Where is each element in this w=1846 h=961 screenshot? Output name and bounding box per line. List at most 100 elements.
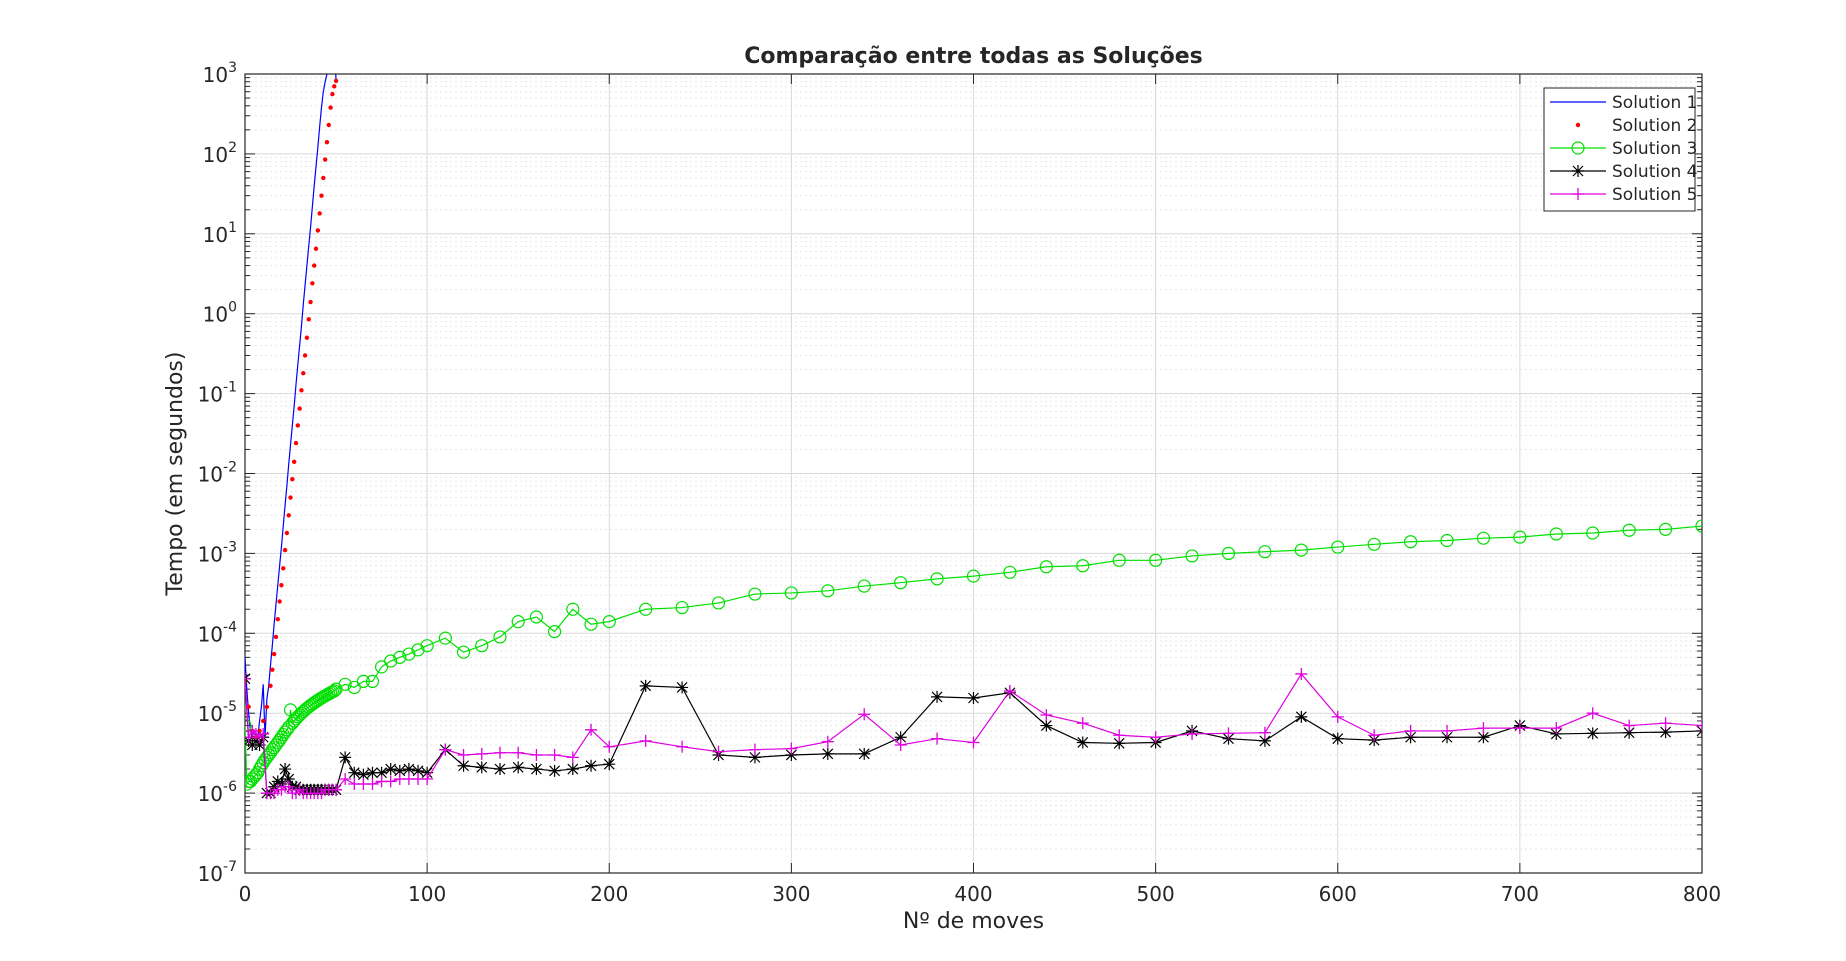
solution-3-point <box>748 587 762 601</box>
solution-3-point <box>1549 527 1563 541</box>
solution-4-point <box>603 758 616 771</box>
axis-ticks <box>244 73 1703 874</box>
solution-5-point <box>421 773 434 786</box>
solution-3-point <box>1258 545 1272 559</box>
legend-marker-sample <box>1572 165 1584 177</box>
solution-3-point <box>857 579 871 593</box>
solution-4-point <box>967 691 980 704</box>
solution-3-point <box>966 569 981 583</box>
solution-2-point <box>328 105 333 110</box>
legend-entry-solution-3: Solution 3 <box>1550 139 1697 159</box>
legend-entry-solution-1: Solution 1 <box>1550 93 1697 113</box>
y-tick-label: 10-6 <box>198 779 238 806</box>
x-tick-label: 800 <box>1683 882 1721 906</box>
legend-entry-solution-5: Solution 5 <box>1550 185 1697 205</box>
solution-2-point <box>322 157 328 162</box>
solution-3-point <box>675 600 689 615</box>
solution-3-point <box>1658 522 1673 536</box>
solution-3-point <box>821 584 835 598</box>
solution-5-point <box>245 731 255 744</box>
solution-4-point <box>931 690 944 703</box>
solution-2-point <box>299 388 304 393</box>
y-tick-label: 10-1 <box>198 380 237 407</box>
solution-2-point <box>290 476 295 482</box>
solution-3-point <box>529 610 544 624</box>
solution-5-point <box>548 748 561 761</box>
legend-marker-sample <box>1571 141 1585 155</box>
solution-4-point <box>1040 719 1053 732</box>
solution-2-point <box>264 704 270 710</box>
solution-3-point <box>475 639 489 653</box>
solution-3-point <box>1403 535 1418 549</box>
solution-3-point <box>327 684 341 698</box>
solution-2-point <box>286 513 291 518</box>
solution-3-point <box>356 674 370 689</box>
solution-4-point <box>1586 727 1599 740</box>
solution-5-point <box>1441 724 1454 737</box>
solution-5-point <box>585 723 598 736</box>
solution-1-line <box>245 74 337 740</box>
y-tick-label: 102 <box>203 140 237 167</box>
solution-5-point <box>821 735 834 748</box>
solution-3-point <box>711 596 726 610</box>
solution-3-point <box>1076 559 1090 573</box>
solution-5-point <box>1696 719 1702 732</box>
solution-4-point <box>412 764 425 777</box>
solution-4-point <box>271 775 284 788</box>
solution-4-point <box>348 766 361 779</box>
solution-4-point <box>585 759 598 772</box>
solution-2-point <box>291 459 297 465</box>
solution-2-point <box>308 299 313 305</box>
solution-3-point <box>511 615 525 629</box>
solution-2-point <box>284 530 290 536</box>
solution-2-point <box>304 335 310 340</box>
chart-title: Comparação entre todas as Soluções <box>744 44 1203 69</box>
solution-2-point <box>310 281 315 286</box>
solution-3-point <box>493 630 507 644</box>
x-tick-label: 300 <box>772 882 810 906</box>
solution-5-point <box>931 732 944 745</box>
solution-3-point <box>1440 533 1454 548</box>
solution-2-point <box>288 495 293 500</box>
solution-4-point <box>279 763 292 776</box>
solution-3-point <box>1622 523 1636 537</box>
solution-3-point <box>1294 543 1308 557</box>
solution-5-point <box>1477 722 1490 735</box>
solution-3-point <box>1039 560 1053 574</box>
solution-2-point <box>277 599 282 604</box>
solution-3-point <box>548 625 562 639</box>
solution-5-point <box>785 742 798 755</box>
solution-5-point <box>457 748 470 761</box>
x-tick-label: 0 <box>239 882 252 906</box>
solution-4-point <box>1623 726 1636 739</box>
solution-5-point <box>1623 719 1636 732</box>
y-tick-label: 10-7 <box>198 859 237 886</box>
solution-2-point <box>324 140 330 145</box>
solution-3-point <box>456 645 471 659</box>
solution-4-point <box>366 766 379 779</box>
solution-2-point <box>306 317 311 322</box>
solution-5-point <box>330 783 343 796</box>
solution-3-point <box>402 647 416 661</box>
solution-5-point <box>1295 667 1308 680</box>
solution-4-point <box>475 761 488 774</box>
solution-5-point <box>366 777 379 790</box>
solution-4-point <box>339 751 352 764</box>
solution-5-point <box>676 740 689 753</box>
solution-2-point <box>295 423 301 428</box>
solution-2-series <box>245 78 339 740</box>
solution-5-point <box>512 746 525 759</box>
solution-4-point <box>748 751 761 764</box>
solution-2-point <box>326 122 331 128</box>
solution-4-point <box>493 763 506 776</box>
solution-3-point <box>438 631 452 645</box>
solution-3-point <box>1695 519 1702 533</box>
x-tick-label: 400 <box>954 882 992 906</box>
legend-marker-sample <box>1572 188 1584 200</box>
solution-5-point <box>1113 729 1126 742</box>
solution-5-point <box>1331 710 1344 723</box>
solution-3-point <box>384 654 398 668</box>
solution-3-point <box>1331 540 1345 554</box>
